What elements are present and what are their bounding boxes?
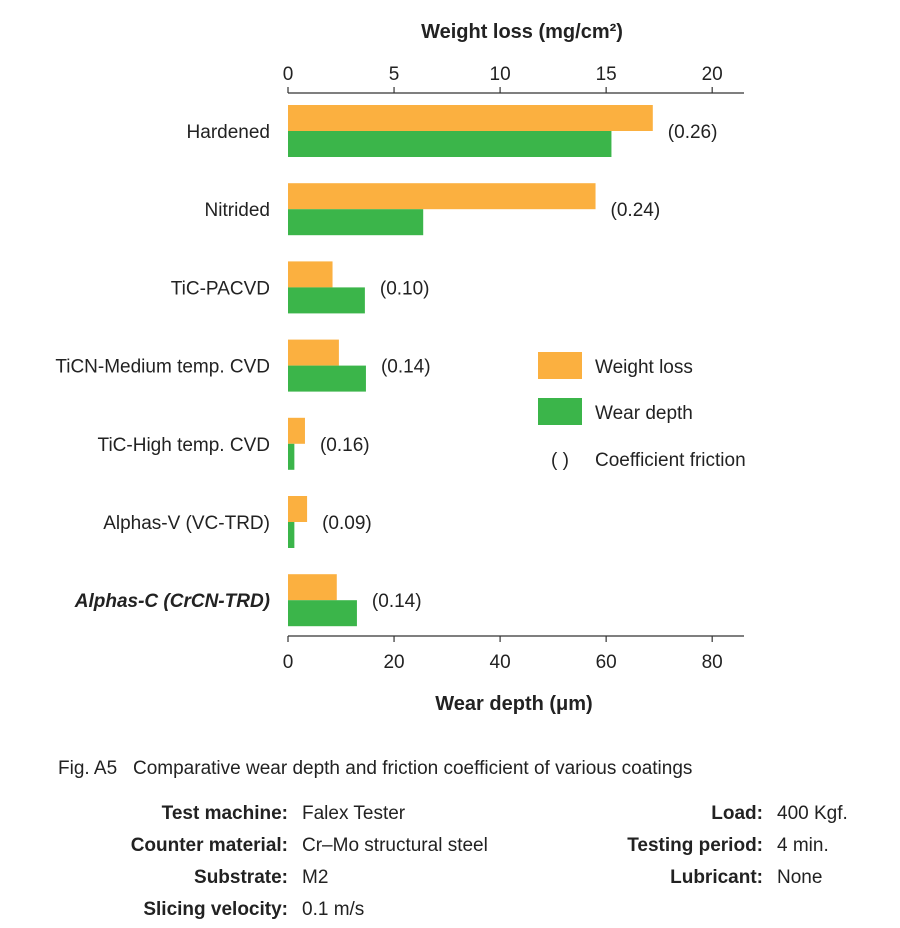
top-axis-tick-label: 10 [490, 64, 511, 85]
weight-loss-bar [288, 496, 308, 522]
figure-label: Fig. A5 [58, 758, 118, 779]
condition-value: None [777, 867, 823, 888]
legend-symbol-friction: ( ) [551, 450, 569, 471]
condition-label: Lubricant: [670, 867, 763, 888]
category-label: TiC-High temp. CVD [98, 435, 270, 456]
weight-loss-bar [288, 417, 305, 444]
condition-value: Cr–Mo structural steel [302, 835, 488, 856]
condition-label: Testing period: [627, 835, 763, 856]
wear-depth-bar [288, 522, 295, 548]
condition-row: Slicing velocity: 0.1 m/s [0, 894, 488, 926]
legend-label-weight-loss: Weight loss [595, 357, 693, 378]
chart-legend: Weight loss Wear depth ( ) Coefficient fric… [538, 352, 746, 471]
bottom-axis-title: Wear depth (μm) [435, 693, 592, 715]
bottom-axis-tick-label: 40 [490, 652, 511, 673]
condition-label: Test machine: [161, 803, 288, 824]
category-label: TiCN-Medium temp. CVD [55, 357, 270, 378]
condition-value: M2 [302, 867, 329, 888]
wear-depth-bar [288, 365, 366, 392]
wear-depth-bar [288, 443, 295, 470]
condition-row: Testing period: 4 min. [560, 830, 848, 862]
condition-row: Counter material: Cr–Mo structural steel [0, 830, 488, 862]
category-label: Alphas-C (CrCN-TRD) [74, 591, 270, 612]
condition-value: 4 min. [777, 835, 829, 856]
condition-value: 0.1 m/s [302, 899, 365, 920]
chart-bars [288, 105, 653, 627]
figure-caption: Fig. A5 Comparative wear depth and frict… [58, 758, 692, 780]
chart-labels: Hardened (0.26) Nitrided (0.24) TiC-PACVD (0.… [55, 122, 717, 612]
category-label: Hardened [187, 122, 270, 143]
friction-coefficient-label: (0.24) [611, 200, 661, 221]
weight-loss-bar [288, 105, 653, 131]
wear-depth-bar [288, 287, 365, 314]
bottom-axis-tick-label: 60 [596, 652, 617, 673]
category-label: Nitrided [205, 200, 270, 221]
top-axis-title: Weight loss (mg/cm²) [421, 21, 623, 43]
friction-coefficient-label: (0.14) [372, 591, 422, 612]
wear-depth-bar [288, 209, 424, 236]
weight-loss-bar [288, 574, 337, 601]
condition-label: Slicing velocity: [143, 899, 288, 920]
category-label: TiC-PACVD [171, 278, 270, 299]
top-axis-tick-label: 0 [283, 64, 294, 85]
chart-axes: Weight loss (mg/cm²) 0 5 10 15 20 Wear depth (… [283, 21, 744, 715]
bottom-axis-tick-label: 20 [383, 652, 404, 673]
wear-depth-bar [288, 131, 612, 157]
test-conditions-left: Test machine: Falex Tester Counter materi… [0, 798, 488, 926]
condition-value: 400 Kgf. [777, 803, 848, 824]
bottom-axis-tick-label: 0 [283, 652, 294, 673]
condition-label: Counter material: [130, 835, 288, 856]
condition-row: Lubricant: None [560, 862, 848, 894]
condition-label: Load: [711, 803, 763, 824]
friction-coefficient-label: (0.14) [381, 357, 431, 378]
weight-loss-bar [288, 339, 339, 366]
legend-label-wear-depth: Wear depth [595, 403, 693, 424]
test-conditions-right: Load: 400 Kgf. Testing period: 4 min. Lubr… [560, 798, 848, 894]
condition-row: Substrate: M2 [0, 862, 488, 894]
friction-coefficient-label: (0.09) [322, 513, 372, 534]
friction-coefficient-label: (0.10) [380, 278, 430, 299]
wear-chart: Weight loss (mg/cm²) 0 5 10 15 20 Wear depth (… [55, 21, 746, 715]
category-label: Alphas-V (VC-TRD) [103, 513, 270, 534]
figure-caption-text: Comparative wear depth and friction coef… [133, 758, 693, 779]
condition-row: Load: 400 Kgf. [560, 798, 848, 830]
top-axis-tick-label: 15 [596, 64, 617, 85]
condition-label: Substrate: [194, 867, 288, 888]
top-axis-tick-label: 5 [389, 64, 400, 85]
legend-swatch-wear-depth [538, 398, 582, 425]
legend-label-friction: Coefficient friction [595, 450, 746, 471]
condition-row: Test machine: Falex Tester [0, 798, 488, 830]
friction-coefficient-label: (0.26) [668, 122, 718, 143]
bottom-axis-tick-label: 80 [702, 652, 723, 673]
legend-swatch-weight-loss [538, 352, 582, 379]
top-axis-tick-label: 20 [702, 64, 723, 85]
wear-depth-bar [288, 600, 357, 627]
weight-loss-bar [288, 183, 596, 210]
weight-loss-bar [288, 261, 333, 288]
friction-coefficient-label: (0.16) [320, 435, 370, 456]
condition-value: Falex Tester [302, 803, 406, 824]
